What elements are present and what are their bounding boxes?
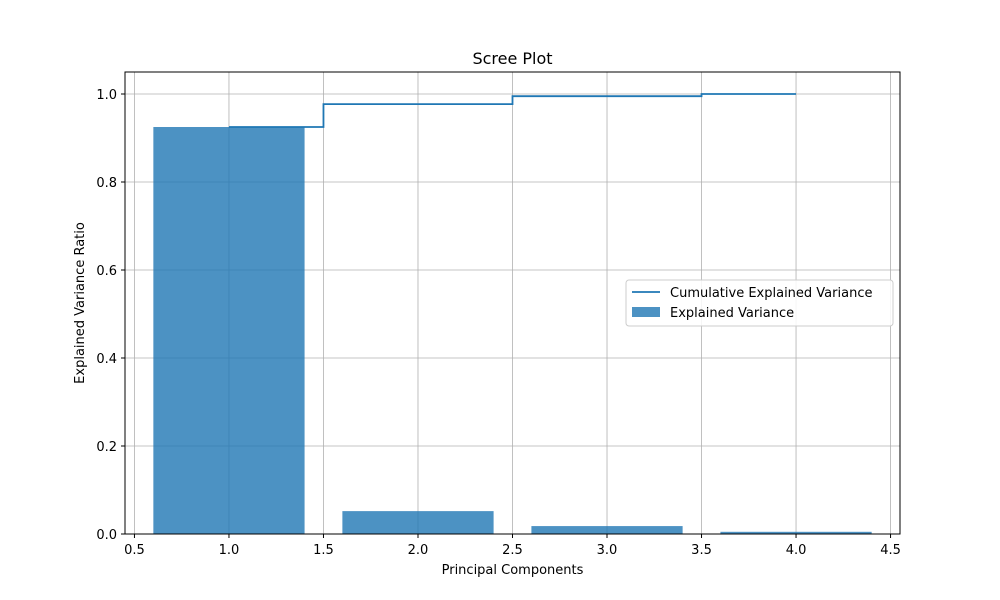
y-tick-label: 0.8 xyxy=(96,176,117,191)
x-tick-label: 4.0 xyxy=(786,543,807,558)
explained-variance-bar xyxy=(531,526,683,534)
legend-label-explained: Explained Variance xyxy=(670,306,794,321)
legend: Cumulative Explained Variance Explained V… xyxy=(625,279,894,327)
bar-layer xyxy=(153,127,872,534)
legend-box xyxy=(625,279,894,327)
y-tick-label: 0.6 xyxy=(96,264,117,279)
x-tick-label: 1.0 xyxy=(219,543,240,558)
line-layer xyxy=(228,93,797,128)
chart-title: Scree Plot xyxy=(472,49,552,68)
y-tick-label: 1.0 xyxy=(96,88,117,103)
legend-label-cumulative: Cumulative Explained Variance xyxy=(670,286,872,301)
explained-variance-bar xyxy=(153,127,305,534)
legend-patch-swatch xyxy=(632,307,660,317)
x-tick-label: 2.5 xyxy=(502,543,523,558)
x-tick-label: 1.5 xyxy=(313,543,334,558)
tick-layer: 0.5 1.0 1.5 2.0 2.5 3.0 3.5 4.0 4.5 0.0 0.2 0.4 0.6 0… xyxy=(96,88,901,558)
x-tick-label: 3.5 xyxy=(691,543,712,558)
y-tick-label: 0.4 xyxy=(96,352,117,367)
x-tick-label: 4.5 xyxy=(880,543,901,558)
x-tick-label: 3.0 xyxy=(597,543,618,558)
explained-variance-bar xyxy=(342,511,494,534)
cumulative-variance-step-line xyxy=(228,93,797,128)
y-tick-label: 0.0 xyxy=(96,528,117,543)
y-axis-title: Explained Variance Ratio xyxy=(73,222,88,384)
explained-variance-bar xyxy=(720,531,872,534)
x-tick-label: 0.5 xyxy=(124,543,145,558)
x-axis-title: Principal Components xyxy=(442,563,584,578)
x-tick-label: 2.0 xyxy=(408,543,429,558)
y-tick-label: 0.2 xyxy=(96,440,117,455)
